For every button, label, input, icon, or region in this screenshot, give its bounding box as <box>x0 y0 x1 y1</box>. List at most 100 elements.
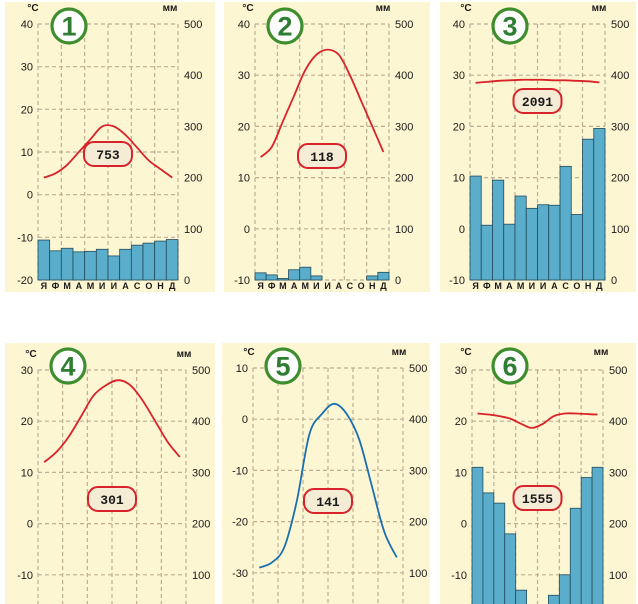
temp-tick-label: -10 <box>234 275 250 287</box>
annual-precip-total: 118 <box>310 150 334 165</box>
temp-tick-label: -10 <box>17 570 33 582</box>
precip-unit-label: мм <box>592 3 607 14</box>
month-label: И <box>313 281 319 291</box>
temp-tick-label: 20 <box>21 104 33 116</box>
precip-tick-label: 300 <box>395 121 413 133</box>
climatogram-5: 10 0 -10 -20 -30 500 400 300 200 100 °C мм 5 141 <box>222 343 430 604</box>
temp-tick-label: 30 <box>21 365 33 377</box>
precip-bar-6 <box>310 275 323 281</box>
temp-tick-label: 20 <box>453 121 465 133</box>
precip-unit-label: мм <box>163 3 178 14</box>
precip-tick-label: 0 <box>395 275 401 287</box>
month-label: М <box>279 281 287 291</box>
precip-unit-label: мм <box>594 347 609 358</box>
month-label: М <box>517 281 525 291</box>
climatogram-4: 30 20 10 0 -10 500 400 300 200 100 °C мм 4 301 <box>5 343 215 604</box>
precip-tick-label: 200 <box>184 173 202 185</box>
temp-unit-label: °C <box>243 347 254 358</box>
annual-precip-box <box>512 485 563 511</box>
temp-tick-label: 0 <box>244 224 250 236</box>
precip-bar-6 <box>95 248 109 281</box>
temp-tick-label: -20 <box>232 517 248 529</box>
temp-unit-label: °C <box>460 3 471 14</box>
annual-precip-total: 301 <box>100 493 124 508</box>
temp-tick-label: 40 <box>21 19 33 31</box>
month-label: М <box>87 281 95 291</box>
temp-tick-label: 10 <box>238 173 250 185</box>
precip-tick-label: 400 <box>611 70 629 82</box>
precip-tick-label: 400 <box>409 414 427 426</box>
annual-precip-total: 141 <box>316 495 340 510</box>
precip-bar-4 <box>504 533 517 604</box>
precip-bar-5 <box>299 266 312 281</box>
precip-tick-label: 100 <box>409 568 427 580</box>
climatogram-3: 40 30 20 10 0 -10 500 400 300 200 100 0 °C мм Я Ф М А М И И А… <box>440 2 636 292</box>
temp-tick-label: -20 <box>17 275 33 287</box>
precip-bar-11 <box>366 275 379 281</box>
precip-bar-5 <box>515 589 527 604</box>
precip-bar-3 <box>276 278 289 281</box>
temp-tick-label: 30 <box>455 365 467 377</box>
precip-bar-2 <box>482 492 495 604</box>
precip-unit-label: мм <box>392 347 407 358</box>
precip-bar-1 <box>37 239 51 281</box>
precip-bar-3 <box>60 247 74 281</box>
temp-unit-label: °C <box>25 349 36 360</box>
month-label: Ф <box>268 281 276 291</box>
annual-precip-total: 2091 <box>522 95 553 110</box>
precipitation-bars <box>254 266 390 281</box>
precip-unit-label: мм <box>177 349 192 360</box>
month-label: А <box>122 281 129 291</box>
precip-tick-label: 400 <box>192 416 210 428</box>
temperature-line <box>258 402 398 569</box>
precip-tick-label: 200 <box>609 519 627 531</box>
month-label: А <box>336 281 343 291</box>
temp-unit-label: °C <box>460 347 471 358</box>
annual-precip-total: 1555 <box>522 492 553 507</box>
precip-bar-11 <box>580 477 593 604</box>
temp-tick-label: 0 <box>459 224 465 236</box>
temp-tick-label: 10 <box>453 173 465 185</box>
precip-bar-8 <box>548 204 561 281</box>
temp-tick-label: 20 <box>455 416 467 428</box>
month-label: И <box>540 281 546 291</box>
month-label: Н <box>585 281 592 291</box>
precip-bar-10 <box>569 507 582 604</box>
temp-tick-label: 20 <box>238 121 250 133</box>
temperature-ticks: 40 30 20 10 0 -10 <box>234 19 250 287</box>
temp-tick-label: 0 <box>242 414 248 426</box>
month-label: С <box>347 281 354 291</box>
temperature-ticks: 30 20 10 0 -10 <box>451 365 467 582</box>
temp-tick-label: -10 <box>232 465 248 477</box>
month-label: О <box>358 281 365 291</box>
precip-bar-10 <box>570 214 583 281</box>
precip-bar-4 <box>503 223 516 281</box>
precip-tick-label: 300 <box>609 467 627 479</box>
temp-tick-label: 30 <box>21 62 33 74</box>
month-label: И <box>324 281 330 291</box>
precip-bar-9 <box>558 574 571 604</box>
temperature-ticks: 40 30 20 10 0 -10 -20 <box>17 19 33 287</box>
precipitation-ticks: 500 400 300 200 100 0 <box>184 19 202 287</box>
precipitation-ticks: 500 400 300 200 100 <box>192 365 210 582</box>
precip-bar-1 <box>469 175 482 281</box>
temp-tick-label: 40 <box>238 19 250 31</box>
precip-tick-label: 300 <box>409 465 427 477</box>
precip-tick-label: 200 <box>409 517 427 529</box>
precip-bar-7 <box>107 255 121 281</box>
temp-tick-label: 30 <box>453 70 465 82</box>
precip-tick-label: 100 <box>184 224 202 236</box>
temp-unit-label: °C <box>27 3 38 14</box>
panel-number-label: 3 <box>502 12 517 42</box>
temp-tick-label: 10 <box>455 467 467 479</box>
temp-tick-label: 30 <box>238 70 250 82</box>
temperature-ticks: 10 0 -10 -20 -30 <box>232 363 248 580</box>
month-label: Д <box>169 281 176 291</box>
precip-bar-5 <box>84 250 97 281</box>
precipitation-ticks: 500 400 300 200 100 <box>609 365 627 582</box>
